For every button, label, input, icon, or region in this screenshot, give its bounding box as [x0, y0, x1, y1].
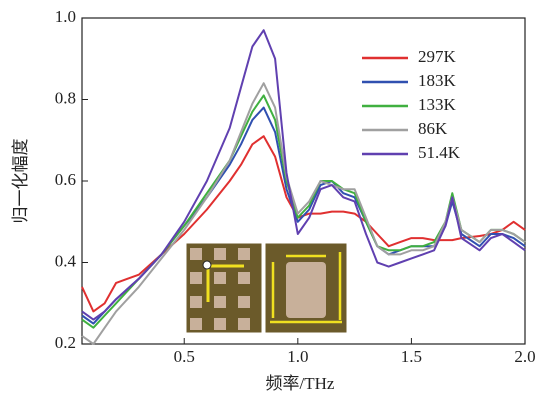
y-tick-label: 0.2 [55, 333, 76, 352]
legend-label: 297K [418, 47, 457, 66]
y-axis-label: 归一化幅度 [11, 139, 30, 224]
legend-label: 86K [418, 119, 448, 138]
y-tick-label: 1.0 [55, 7, 76, 26]
legend-label: 183K [418, 71, 457, 90]
y-tick-label: 0.4 [55, 251, 77, 270]
inset-images [186, 243, 347, 333]
x-tick-label: 2.0 [514, 347, 535, 366]
x-axis-label: 频率/THz [266, 374, 335, 393]
legend-label: 133K [418, 95, 457, 114]
chart: 频率/THz 归一化幅度 0.5 1.0 1.5 2.0 0.2 0.4 0.6 0.8 1.0… [0, 0, 542, 402]
inset-marker [203, 261, 211, 269]
y-tick-label: 0.8 [55, 88, 76, 107]
x-tick-label: 1.5 [401, 347, 422, 366]
y-tick-label: 0.6 [55, 170, 76, 189]
x-tick-label: 1.0 [287, 347, 308, 366]
inset-patch [286, 262, 326, 318]
legend-label: 51.4K [418, 143, 461, 162]
x-tick-label: 0.5 [174, 347, 195, 366]
